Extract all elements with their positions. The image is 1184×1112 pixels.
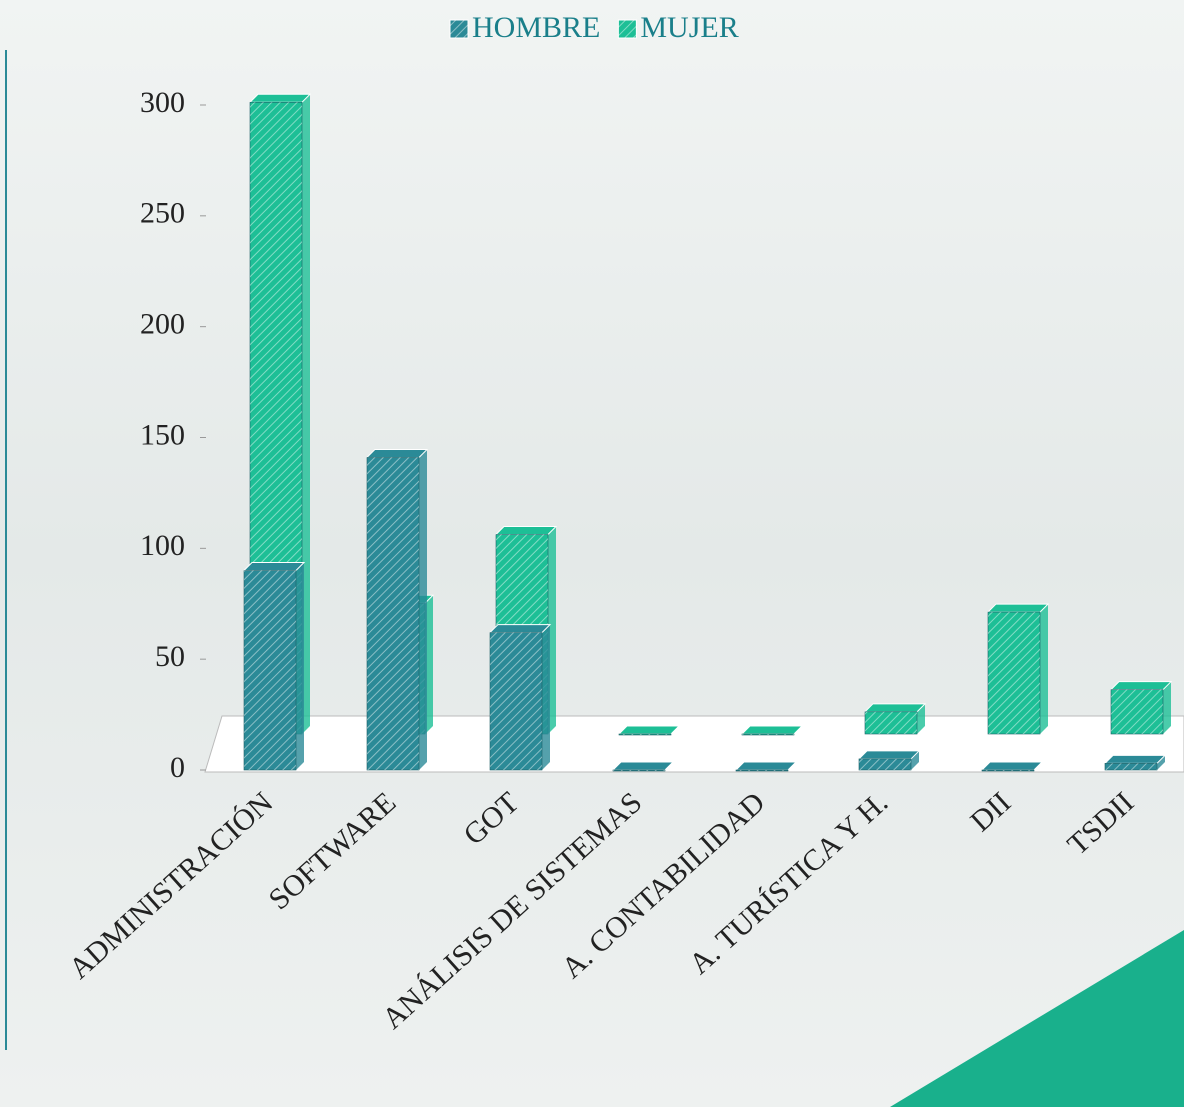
bar-hatch (490, 633, 542, 770)
y-tick-label: 300 (140, 86, 185, 119)
bar-group (244, 563, 304, 771)
bar-hatch (988, 612, 1040, 734)
bar-hatch (244, 571, 296, 771)
bar-group (613, 762, 673, 771)
legend-label: HOMBRE (472, 11, 600, 44)
bar-top (619, 726, 679, 734)
bar-group (1111, 682, 1171, 734)
bar-side (542, 625, 550, 770)
y-tick-label: 0 (170, 751, 185, 784)
bar-group (736, 762, 796, 771)
bar-top (982, 762, 1042, 770)
bar-group (367, 449, 427, 770)
y-tick-label: 150 (140, 418, 185, 451)
bar-top (859, 751, 919, 759)
page: 050100150200250300HOMBREMUJERADMINISTRAC… (0, 0, 1184, 1112)
bar-hatch (865, 712, 917, 734)
bar-group (859, 751, 919, 770)
bar-side (419, 449, 427, 770)
bar-hatch (613, 770, 665, 771)
bar-hatch (1111, 690, 1163, 734)
bar-side (1163, 682, 1171, 734)
bar-group (742, 726, 802, 735)
bar-group (865, 704, 925, 734)
bar-top (988, 604, 1048, 612)
bar-top (496, 527, 556, 535)
legend-swatch-hatch (618, 20, 636, 38)
bar-top (742, 726, 802, 734)
legend-swatch-hatch (450, 20, 468, 38)
bar-top (244, 563, 304, 571)
y-tick-label: 250 (140, 197, 185, 230)
bar-top (736, 762, 796, 770)
bar-hatch (1105, 763, 1157, 770)
bar-hatch (742, 734, 794, 735)
bar-side (1040, 604, 1048, 734)
chart: 050100150200250300HOMBREMUJERADMINISTRAC… (0, 0, 1184, 1107)
bar-top (865, 704, 925, 712)
bar-group (619, 726, 679, 735)
bar-hatch (982, 770, 1034, 771)
y-tick-label: 50 (155, 640, 185, 673)
bar-side (296, 563, 304, 771)
bar-group (988, 604, 1048, 734)
bar-hatch (619, 734, 671, 735)
bar-top (613, 762, 673, 770)
bar-hatch (736, 770, 788, 771)
bar-hatch (367, 457, 419, 770)
y-tick-label: 200 (140, 308, 185, 341)
y-tick-label: 100 (140, 529, 185, 562)
legend-label: MUJER (640, 11, 738, 44)
bar-top (250, 94, 310, 102)
bar-top (1111, 682, 1171, 690)
bar-group (490, 625, 550, 770)
bar-group (982, 762, 1042, 771)
bar-top (1105, 755, 1165, 763)
bar-group (1105, 755, 1165, 770)
bar-top (490, 625, 550, 633)
bar-hatch (859, 759, 911, 770)
bar-top (367, 449, 427, 457)
